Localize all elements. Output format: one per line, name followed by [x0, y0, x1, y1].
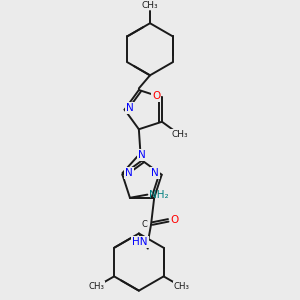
Text: N: N: [152, 168, 159, 178]
Text: N: N: [126, 103, 134, 113]
Text: NH₂: NH₂: [149, 190, 168, 200]
Text: N: N: [125, 168, 133, 178]
Text: CH₃: CH₃: [142, 1, 158, 10]
Text: CH₃: CH₃: [88, 282, 104, 291]
Text: O: O: [171, 215, 179, 225]
Text: N: N: [138, 150, 146, 160]
Text: CH₃: CH₃: [171, 130, 188, 139]
Text: CH₃: CH₃: [173, 282, 190, 291]
Text: HN: HN: [132, 237, 148, 247]
Text: C: C: [142, 220, 148, 229]
Text: O: O: [152, 91, 160, 101]
